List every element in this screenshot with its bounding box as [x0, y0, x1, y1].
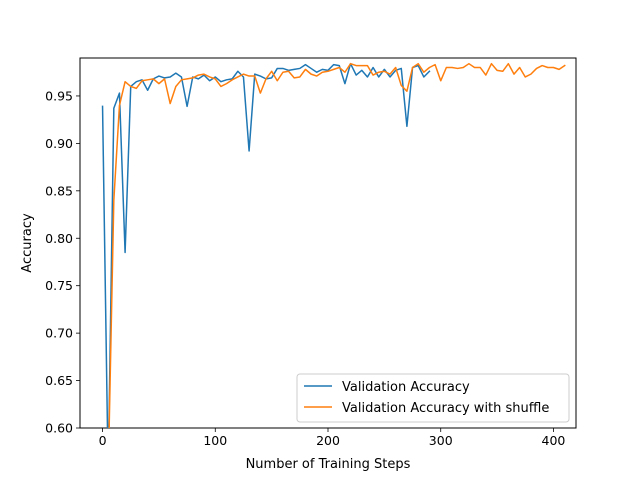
legend-label-validation-accuracy-with-shuffle: Validation Accuracy with shuffle	[342, 401, 549, 416]
y-tick-label: 0.95	[45, 88, 73, 103]
y-tick-label: 0.75	[45, 278, 73, 293]
x-tick-label: 400	[542, 433, 566, 448]
x-axis-title: Number of Training Steps	[246, 457, 411, 472]
x-tick-label: 100	[203, 433, 227, 448]
x-tick-label: 300	[429, 433, 453, 448]
y-axis-title: Accuracy	[20, 213, 35, 273]
x-tick-label: 0	[99, 433, 107, 448]
legend: Validation Accuracy Validation Accuracy …	[296, 373, 570, 423]
legend-box	[296, 373, 570, 423]
y-tick-label: 0.85	[45, 183, 73, 198]
y-tick-label: 0.80	[45, 231, 73, 246]
y-tick-label: 0.60	[45, 421, 73, 436]
y-tick-label: 0.70	[45, 326, 73, 341]
series-line-validation-accuracy-with-shuffle	[108, 62, 566, 428]
plot-area-frame	[79, 57, 577, 429]
y-tick-label: 0.90	[45, 136, 73, 151]
x-tick-label: 200	[316, 433, 340, 448]
legend-label-validation-accuracy: Validation Accuracy	[342, 380, 470, 395]
y-tick-label: 0.65	[45, 373, 73, 388]
